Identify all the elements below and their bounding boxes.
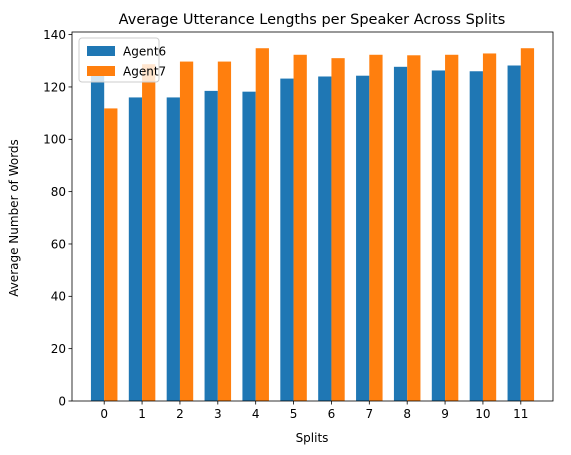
legend-swatch-agent7 [87, 66, 115, 76]
x-tick-label: 11 [513, 407, 528, 421]
bar-agent6-split-0 [90, 72, 105, 401]
legend-swatch-agent6 [87, 46, 115, 56]
bar-agent7-split-6 [331, 58, 345, 402]
y-tick-label: 140 [43, 28, 66, 42]
x-axis-title: Splits [296, 431, 329, 445]
bar-agent6-split-10 [469, 71, 483, 401]
bar-agent7-split-10 [482, 53, 497, 402]
legend-label-agent6: Agent6 [123, 45, 166, 59]
bar-agent7-split-11 [520, 48, 535, 401]
x-tick-label: 3 [214, 407, 222, 421]
bar-agent7-split-7 [369, 54, 383, 402]
chart-title: Average Utterance Lengths per Speaker Ac… [119, 12, 506, 28]
bar-agent6-split-7 [356, 75, 370, 401]
x-tick-label: 10 [475, 407, 490, 421]
bar-agent7-split-1 [142, 64, 156, 401]
y-tick-label: 120 [43, 80, 66, 94]
x-tick-label: 0 [100, 407, 108, 421]
bar-agent7-split-4 [255, 48, 269, 401]
bar-agent6-split-8 [393, 66, 408, 401]
bar-agent7-split-5 [293, 54, 307, 402]
legend: Agent6 Agent7 [78, 37, 166, 83]
y-tick-label: 100 [43, 133, 66, 147]
bar-agent6-split-2 [166, 97, 180, 402]
bar-agent7-split-2 [179, 61, 194, 401]
bar-agent6-split-6 [318, 76, 332, 402]
bar-agent7-split-8 [407, 55, 421, 401]
bar-agent7-split-3 [217, 61, 232, 401]
x-tick-label: 5 [290, 407, 298, 421]
bar-agent6-split-5 [280, 78, 294, 401]
x-tick-label: 6 [328, 407, 336, 421]
bar-agent6-split-1 [128, 97, 143, 402]
bar-agent7-split-9 [445, 54, 459, 402]
x-tick-label: 2 [176, 407, 184, 421]
bar-agent6-split-3 [204, 90, 218, 401]
bar-agent6-split-4 [242, 91, 256, 402]
y-tick-label: 40 [51, 290, 66, 304]
plot-area: 0 20 40 60 80 100 120 140 0 1 2 3 4 5 6 7 8 9 10 11 [43, 28, 554, 421]
legend-label-agent7: Agent7 [123, 65, 166, 79]
y-tick-label: 80 [51, 185, 66, 199]
y-axis-title: Average Number of Words [7, 139, 21, 297]
x-tick-label: 9 [441, 407, 449, 421]
bar-agent6-split-11 [507, 65, 521, 401]
y-tick-label: 60 [51, 237, 66, 251]
bar-agent7-split-0 [104, 108, 118, 402]
x-tick-label: 7 [365, 407, 373, 421]
y-tick-label: 0 [58, 394, 66, 408]
x-tick-label: 1 [138, 407, 146, 421]
bar-agent6-split-9 [431, 70, 446, 401]
y-tick-label: 20 [51, 342, 66, 356]
plot-frame [71, 31, 554, 402]
x-tick-label: 4 [252, 407, 260, 421]
x-tick-label: 8 [403, 407, 411, 421]
